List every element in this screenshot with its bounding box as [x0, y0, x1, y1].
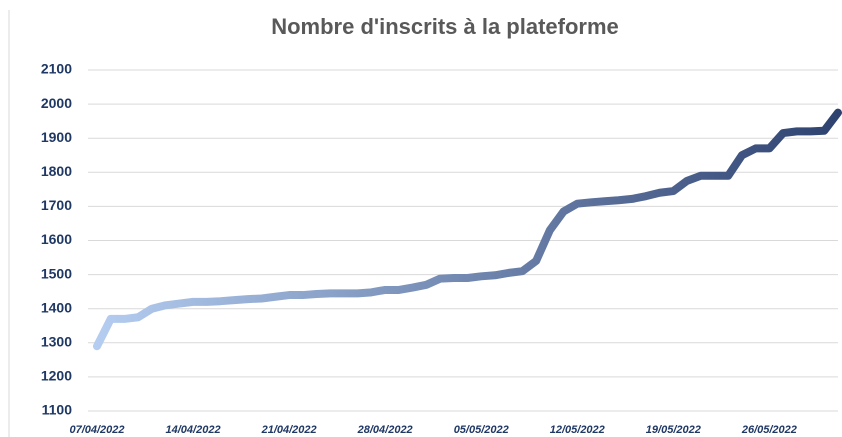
x-tick-label: 05/05/2022 [454, 424, 509, 436]
x-tick-label: 14/04/2022 [166, 424, 221, 436]
y-tick-label: 1200 [41, 368, 72, 384]
y-tick-label: 2100 [41, 61, 72, 77]
x-tick-label: 26/05/2022 [741, 424, 797, 436]
y-tick-label: 1300 [41, 334, 72, 350]
y-tick-label: 2000 [41, 95, 72, 111]
y-tick-label: 1800 [41, 163, 72, 179]
x-tick-label: 21/04/2022 [261, 424, 317, 436]
y-tick-label: 1100 [42, 402, 73, 418]
x-tick-label: 07/04/2022 [69, 424, 124, 436]
line [93, 108, 842, 351]
y-tick-label: 1500 [41, 265, 72, 281]
chart-title: Nombre d'inscrits à la plateforme [271, 14, 619, 39]
y-tick-label: 1900 [41, 129, 72, 145]
x-tick-label: 28/04/2022 [357, 424, 413, 436]
y-tick-label: 1600 [41, 231, 72, 247]
x-tick-label: 19/05/2022 [646, 424, 701, 436]
y-tick-label: 1400 [41, 299, 72, 315]
x-tick-label: 12/05/2022 [550, 424, 605, 436]
y-tick-label: 1700 [41, 197, 72, 213]
